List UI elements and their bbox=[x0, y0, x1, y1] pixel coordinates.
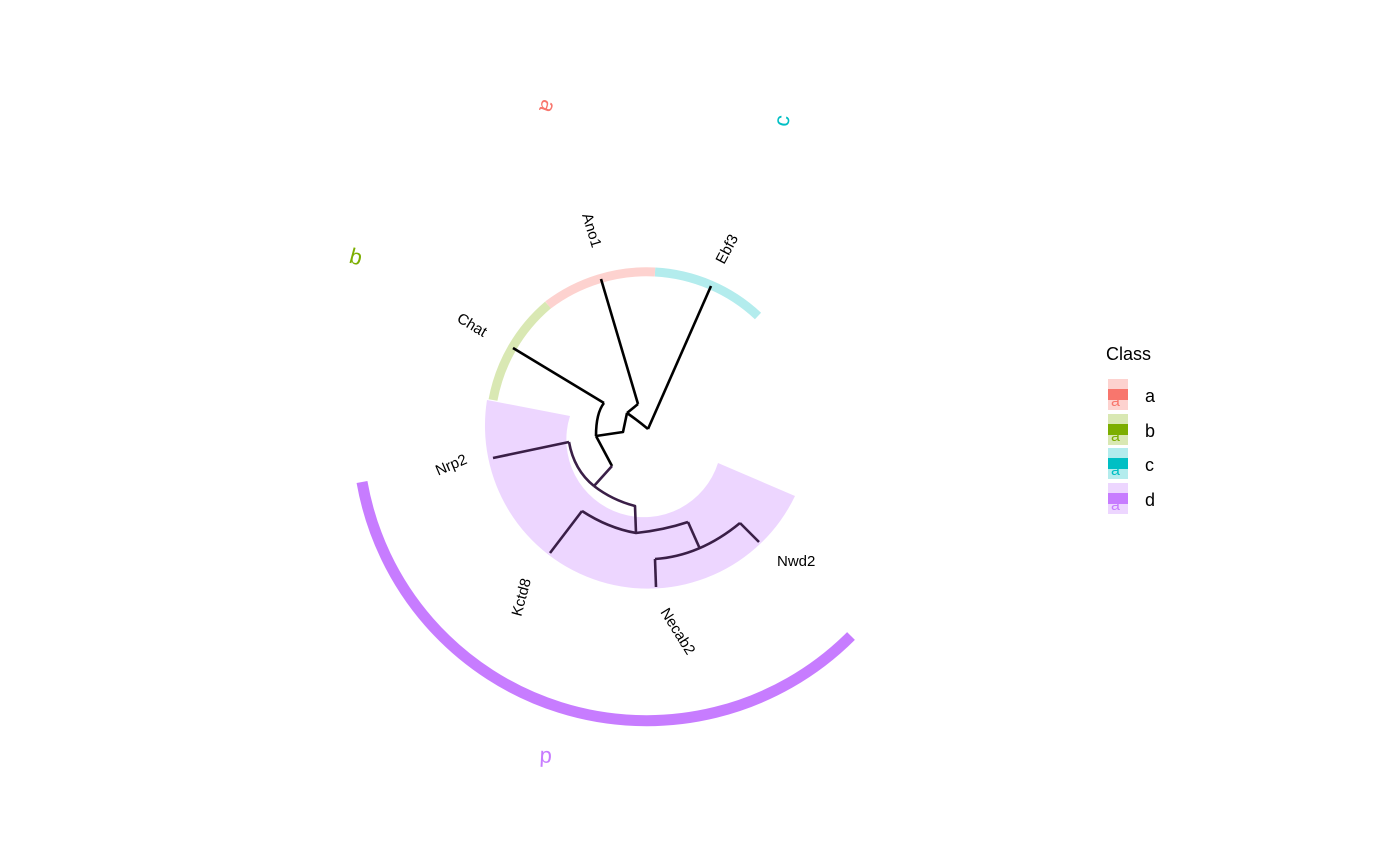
node-d-inner bbox=[593, 484, 638, 534]
tip-label-chat: Chat bbox=[454, 310, 491, 341]
group-label-d: d bbox=[539, 746, 553, 772]
legend-item-a: a a bbox=[1108, 379, 1156, 410]
tip-label-necab2: Necab2 bbox=[657, 605, 699, 658]
legend-label-d: d bbox=[1145, 490, 1155, 510]
node-ano1-ebf3 bbox=[626, 402, 649, 431]
legend-key-c-letter: a bbox=[1111, 462, 1120, 479]
legend-item-b: a b bbox=[1108, 414, 1155, 445]
node-chat-ano1 bbox=[594, 402, 629, 438]
node-necab2-nwd2-arc bbox=[654, 521, 741, 561]
node-d-root bbox=[593, 465, 613, 487]
tip-label-nrp2: Nrp2 bbox=[433, 451, 470, 479]
branch-ano1 bbox=[599, 278, 640, 405]
node-kctd8-clade bbox=[581, 509, 689, 535]
node-nrp2-rest bbox=[567, 441, 595, 488]
legend-key-d-letter: a bbox=[1111, 497, 1120, 514]
group-label-a: a bbox=[534, 97, 562, 118]
legend-key-d-solid bbox=[1108, 493, 1128, 504]
legend-key-a-solid bbox=[1108, 389, 1128, 400]
tip-label-ebf3: Ebf3 bbox=[713, 232, 742, 267]
branch-ebf3 bbox=[646, 285, 713, 430]
inner-ring-segment-b bbox=[488, 301, 551, 401]
legend-item-d: a d bbox=[1108, 483, 1155, 514]
clade-d-branches bbox=[492, 440, 760, 588]
legend-label-c: c bbox=[1145, 455, 1154, 475]
branch-nrp2 bbox=[492, 440, 570, 460]
tip-label-ano1: Ano1 bbox=[578, 211, 605, 249]
legend-key-b-letter: a bbox=[1111, 428, 1120, 445]
branch-chat bbox=[512, 346, 605, 405]
group-label-c: c bbox=[768, 113, 795, 128]
tip-label-nwd2: Nwd2 bbox=[777, 553, 815, 570]
branch-kctd8 bbox=[548, 510, 584, 554]
node-necab2-nwd2 bbox=[686, 521, 702, 550]
legend-label-a: a bbox=[1145, 386, 1156, 406]
legend-title: Class bbox=[1106, 344, 1151, 364]
legend: Class a a a b a c a d bbox=[1106, 344, 1156, 514]
group-label-b: b bbox=[347, 243, 365, 270]
tree-branches bbox=[512, 278, 713, 467]
outer-class-arc-d bbox=[356, 481, 855, 727]
group-labels: a b c d bbox=[347, 97, 795, 772]
inner-ring-segment-c bbox=[654, 267, 762, 320]
legend-key-b-solid bbox=[1108, 424, 1128, 435]
legend-key-a-letter: a bbox=[1111, 393, 1120, 410]
branch-nwd2 bbox=[739, 522, 760, 543]
clade-d-highlight bbox=[484, 400, 795, 589]
node-root bbox=[594, 435, 614, 467]
inner-ring-segment-a bbox=[545, 267, 656, 309]
legend-key-c-solid bbox=[1108, 458, 1128, 469]
tip-label-kctd8: Kctd8 bbox=[509, 577, 535, 618]
inner-class-ring bbox=[488, 267, 762, 401]
legend-label-b: b bbox=[1145, 421, 1155, 441]
legend-item-c: a c bbox=[1108, 448, 1154, 479]
branch-necab2 bbox=[653, 558, 658, 588]
